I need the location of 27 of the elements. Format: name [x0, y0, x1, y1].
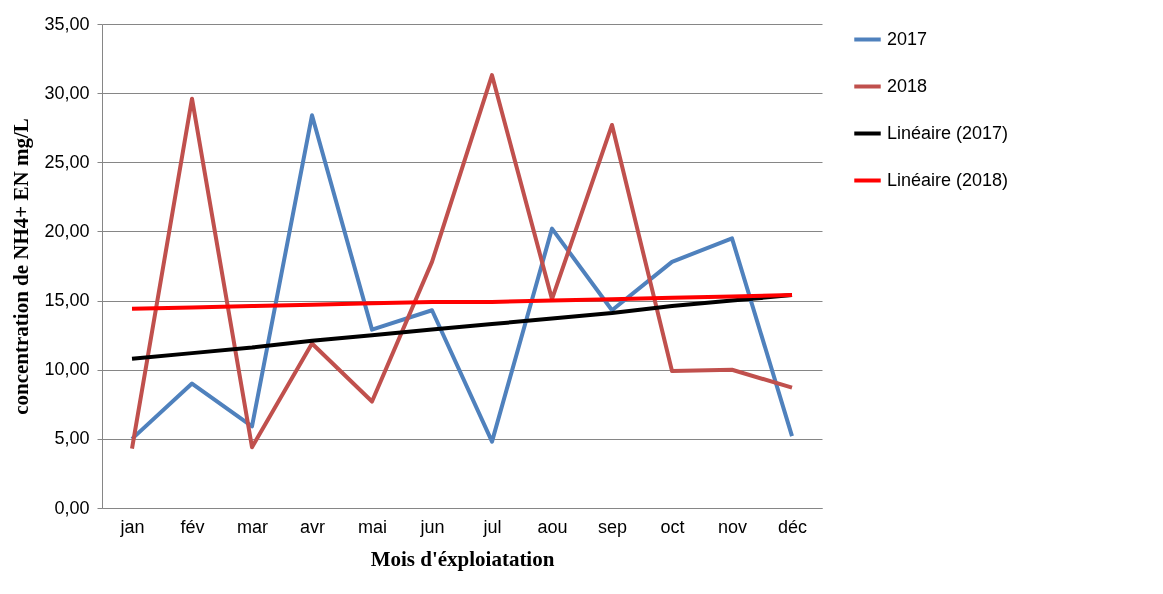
x-tick-label: nov — [717, 516, 748, 537]
x-tick-label: mai — [357, 516, 388, 537]
x-tick-label: fév — [180, 516, 205, 537]
legend-label: Linéaire (2018) — [887, 169, 1009, 190]
y-tick-label: 0,00 — [54, 497, 90, 518]
legend-label: 2018 — [887, 75, 928, 96]
y-tick-label: 25,00 — [44, 151, 90, 172]
y-tick-label: 15,00 — [44, 290, 90, 311]
y-tick-label: 35,00 — [44, 13, 90, 34]
x-tick-label: jan — [119, 516, 145, 537]
x-tick-label: avr — [299, 516, 326, 537]
y-axis-title: concentration de NH4+ EN mg/L — [9, 118, 34, 415]
y-tick-label: 30,00 — [44, 82, 90, 103]
x-tick-label: jun — [419, 516, 445, 537]
x-axis-title: Mois d'éxploiatation — [370, 546, 555, 571]
x-tick-label: oct — [660, 516, 685, 537]
legend-label: Linéaire (2017) — [887, 122, 1009, 143]
x-tick-label: jul — [482, 516, 502, 537]
x-tick-label: sep — [597, 516, 628, 537]
y-tick-label: 10,00 — [44, 359, 90, 380]
y-tick-label: 20,00 — [44, 220, 90, 241]
line-series — [130, 293, 794, 311]
x-tick-label: déc — [777, 516, 808, 537]
y-tick-label: 5,00 — [54, 428, 90, 449]
x-tick-label: aou — [537, 516, 568, 537]
x-tick-label: mar — [237, 516, 268, 537]
legend-label: 2017 — [887, 28, 928, 49]
